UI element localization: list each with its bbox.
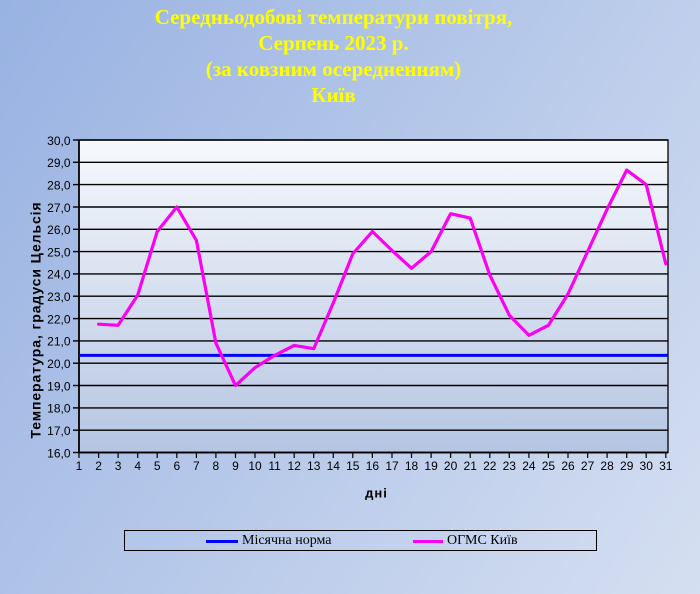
svg-text:17,0: 17,0 xyxy=(47,424,71,438)
svg-text:24,0: 24,0 xyxy=(47,268,71,282)
svg-text:21,0: 21,0 xyxy=(47,335,71,349)
svg-text:29: 29 xyxy=(620,459,634,473)
svg-text:28: 28 xyxy=(600,459,614,473)
svg-text:17: 17 xyxy=(385,459,399,473)
svg-text:27,0: 27,0 xyxy=(47,201,71,215)
svg-text:5: 5 xyxy=(154,459,161,473)
svg-text:дні: дні xyxy=(365,486,388,501)
svg-text:24: 24 xyxy=(522,459,536,473)
svg-text:18: 18 xyxy=(405,459,419,473)
svg-text:11: 11 xyxy=(268,459,281,473)
svg-text:19: 19 xyxy=(424,459,438,473)
svg-text:1: 1 xyxy=(76,459,83,473)
svg-text:15: 15 xyxy=(346,459,360,473)
svg-text:13: 13 xyxy=(307,459,321,473)
svg-text:20,0: 20,0 xyxy=(47,357,71,371)
svg-text:16,0: 16,0 xyxy=(47,446,71,460)
svg-text:31: 31 xyxy=(659,459,673,473)
svg-text:9: 9 xyxy=(232,459,239,473)
svg-text:29,0: 29,0 xyxy=(47,156,71,170)
svg-text:25,0: 25,0 xyxy=(47,245,71,259)
svg-text:3: 3 xyxy=(115,459,122,473)
svg-text:10: 10 xyxy=(248,459,262,473)
svg-text:23: 23 xyxy=(503,459,517,473)
svg-text:7: 7 xyxy=(193,459,200,473)
svg-text:28,0: 28,0 xyxy=(47,178,71,192)
svg-text:23,0: 23,0 xyxy=(47,290,71,304)
svg-text:30: 30 xyxy=(640,459,654,473)
svg-text:22,0: 22,0 xyxy=(47,312,71,326)
svg-text:4: 4 xyxy=(134,459,141,473)
svg-text:2: 2 xyxy=(95,459,102,473)
svg-text:20: 20 xyxy=(444,459,458,473)
svg-text:16: 16 xyxy=(366,459,380,473)
svg-text:21: 21 xyxy=(464,459,478,473)
svg-text:26: 26 xyxy=(561,459,575,473)
svg-text:18,0: 18,0 xyxy=(47,402,71,416)
svg-text:30,0: 30,0 xyxy=(47,134,71,148)
svg-text:27: 27 xyxy=(581,459,595,473)
svg-text:12: 12 xyxy=(288,459,302,473)
svg-text:26,0: 26,0 xyxy=(47,223,71,237)
svg-text:8: 8 xyxy=(213,459,220,473)
svg-text:19,0: 19,0 xyxy=(47,379,71,393)
svg-text:14: 14 xyxy=(327,459,341,473)
svg-text:22: 22 xyxy=(483,459,497,473)
svg-text:25: 25 xyxy=(542,459,556,473)
svg-text:6: 6 xyxy=(173,459,180,473)
svg-text:Температура, градуси Цельсія: Температура, градуси Цельсія xyxy=(28,202,44,439)
